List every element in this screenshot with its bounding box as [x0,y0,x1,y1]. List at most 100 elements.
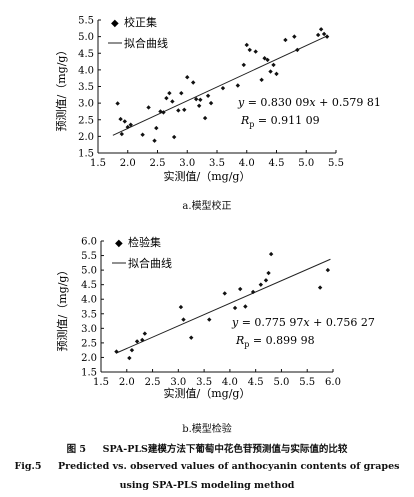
y-axis-label: 预测值/（mg/g） [56,265,69,352]
data-point [232,305,238,311]
equation: y = 0.775 97x + 0.756 27 [231,316,375,329]
legend-line-label: 拟合曲线 [124,36,168,50]
x-tick-label: 3.5 [209,158,225,169]
x-tick-label: 3.5 [196,377,212,388]
data-point [222,291,227,296]
legend-line-label: 拟合曲线 [128,256,172,270]
data-point [171,134,177,140]
data-point [238,286,243,292]
data-point [142,331,148,336]
data-point [127,355,132,361]
x-tick-label: 6.0 [325,377,341,388]
y-tick-label: 2.0 [81,353,97,364]
data-point [191,80,196,85]
data-point [262,56,267,61]
x-tick-label: 3.0 [170,377,186,388]
y-tick-label: 3.0 [81,324,97,335]
data-point [167,90,172,96]
data-point [118,116,123,122]
data-point [207,317,212,322]
y-tick-label: 4.5 [81,280,97,291]
figure-title-en-1: Predicted vs. observed values of anthocy… [57,461,400,472]
data-point [247,47,252,53]
y-tick-label: 6.0 [81,237,97,248]
fit-line-group [112,35,328,136]
data-point [268,251,274,257]
y-tick-label: 4.0 [81,295,97,306]
x-axis-label: 实测值/（mg/g） [164,386,251,400]
data-point [122,119,127,124]
data-point [205,93,211,99]
fit-line-group [116,258,331,354]
x-tick-label: 5.0 [273,377,289,388]
data-point [253,49,258,54]
data-point [317,285,323,290]
data-point [295,47,300,53]
r-value: Rp = 0.911 09 [240,114,320,129]
y-tick-label: 1.5 [78,149,94,160]
data-point [178,304,184,310]
data-point [129,347,135,353]
data-point [318,27,324,32]
data-point [176,108,181,113]
y-tick-label: 4.0 [78,65,94,76]
x-tick-label: 4.0 [222,377,238,388]
data-point [198,97,203,102]
x-tick-label: 4.5 [248,377,264,388]
legend: ◆ 检验集 拟合曲线 [112,235,172,270]
legend-points-label: 校正集 [124,15,157,29]
x-tick-label: 1.5 [90,158,106,169]
equation: y = 0.830 09x + 0.579 81 [237,96,381,109]
data-point [128,122,133,127]
data-point [244,42,249,48]
subcaption-b: b.模型检验 [182,424,232,435]
y-tick-label: 1.5 [81,368,97,379]
data-point [268,69,273,74]
data-point [182,107,187,112]
figure-number-cn: 图 5 [66,444,87,455]
x-tick-label: 2.0 [120,158,136,169]
data-point [170,99,175,104]
x-tick-label: 2.5 [145,377,161,388]
ticks: 1.5 2.0 2.5 3.0 3.5 4.0 4.5 5.0 5.5 1.5 2.0 2.5 3.0 3… [78,16,344,170]
data-point [258,282,264,287]
data-point [283,37,288,43]
data-point [263,278,269,283]
figure-title-cn: SPA-PLS建模方法下葡萄中花色苷预测值与实际值的比较 [102,444,348,455]
y-tick-label: 2.5 [81,338,97,349]
x-tick-label: 3.0 [179,158,195,169]
data-point [241,62,246,68]
x-tick-label: 5.5 [299,377,315,388]
data-point [235,83,241,88]
y-tick-label: 5.0 [78,32,94,43]
data-point [152,138,157,143]
data-point [325,267,331,273]
y-tick-label: 5.5 [78,16,94,27]
y-tick-label: 3.5 [81,309,97,320]
legend: ◆ 校正集 拟合曲线 [108,15,168,50]
data-point [125,124,130,130]
data-point [243,304,248,309]
data-point [274,71,279,77]
data-point [185,74,190,80]
y-tick-label: 5.0 [81,266,97,277]
x-tick-label: 5.0 [298,158,314,169]
y-tick-label: 2.5 [78,115,94,126]
data-point [271,62,276,68]
data-point [265,57,270,63]
legend-points-label: 检验集 [128,235,161,249]
figure-caption-cn: 图 5 SPA-PLS建模方法下葡萄中花色苷预测值与实际值的比较 [0,441,414,455]
data-point [114,349,119,354]
data-point [146,105,151,110]
y-tick-label: 3.5 [78,82,94,93]
y-tick-label: 2.0 [78,132,94,143]
data-point [189,335,194,340]
data-point [266,270,271,276]
data-point [315,32,321,38]
r-value: Rp = 0.899 98 [235,334,315,349]
y-tick-label: 3.0 [78,99,94,110]
data-point [140,132,145,137]
ticks: 1.5 2.0 2.5 3.0 3.5 4.0 4.5 5.0 5.5 6.0 1.5 2.0 2.5 3… [81,237,341,389]
x-tick-label: 4.0 [239,158,255,169]
chart-calibration: 1.5 2.0 2.5 3.0 3.5 4.0 4.5 5.0 5.5 1.5 2.0 2.5 3.0 3… [55,15,381,183]
